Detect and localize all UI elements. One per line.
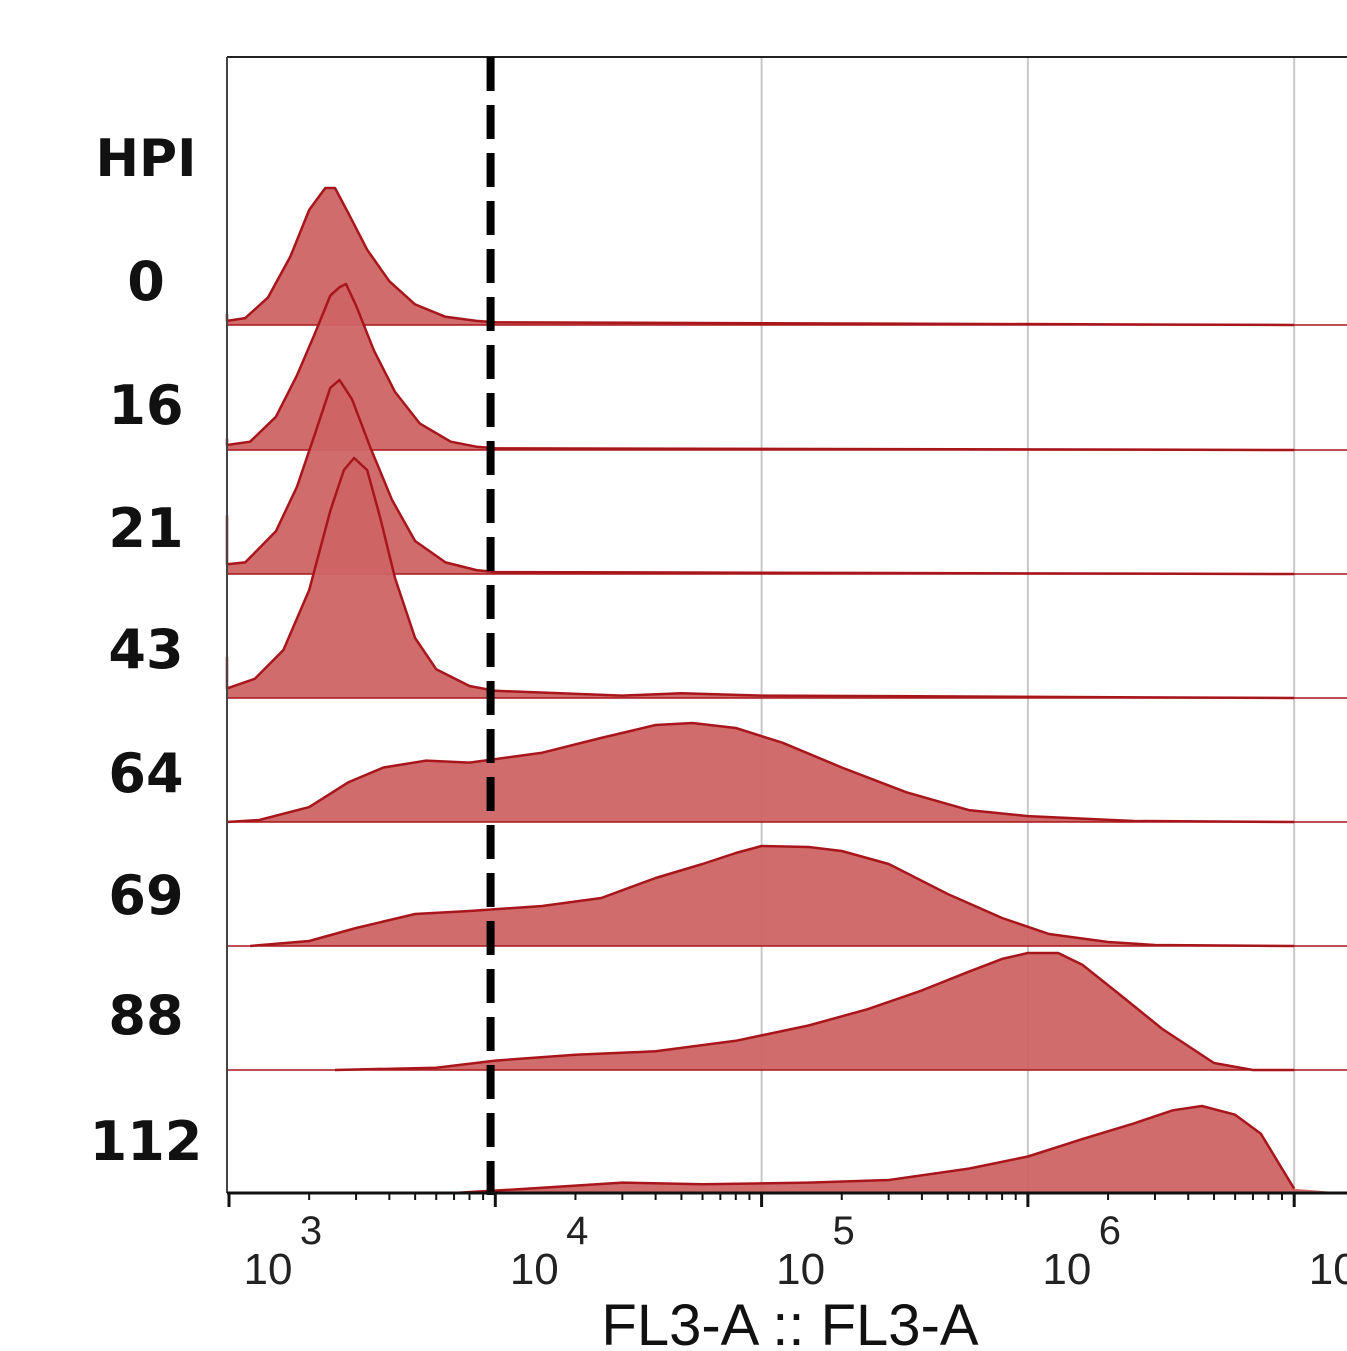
series-88-outline xyxy=(334,951,1295,1072)
x-tick-label-exp-4: 4 xyxy=(566,1209,588,1253)
series-43-area xyxy=(227,458,1347,698)
row-axis-label: HPI xyxy=(96,129,197,189)
x-tick-label-exp-6: 6 xyxy=(1099,1209,1121,1253)
series-0-outline xyxy=(225,186,1295,327)
row-label-21: 21 xyxy=(108,497,183,560)
series-64-outline xyxy=(226,721,1295,824)
series-43-outline xyxy=(225,456,1295,700)
series-112-outline xyxy=(453,1104,1296,1195)
x-tick-label-base-7: 10 xyxy=(1309,1245,1347,1294)
row-label-16: 16 xyxy=(108,374,183,437)
x-tick-label-base-6: 10 xyxy=(1042,1245,1091,1294)
series-88-area xyxy=(335,953,1347,1070)
series-21-outline xyxy=(225,378,1295,576)
row-labels: HPI 0 16 21 43 64 69 88 112 xyxy=(90,129,203,1173)
x-tick-label-exp-5: 5 xyxy=(832,1209,854,1253)
x-tick-label-base-5: 10 xyxy=(776,1245,825,1294)
x-tick-label-exp-3: 3 xyxy=(300,1209,322,1253)
row-label-64: 64 xyxy=(108,742,183,805)
series-112-area xyxy=(454,1106,1347,1193)
plot-frame xyxy=(226,56,1347,1193)
series-0-area xyxy=(227,188,1347,325)
row-label-0: 0 xyxy=(127,250,165,313)
series-64-area xyxy=(227,723,1347,822)
x-axis: 103104105106107 xyxy=(227,1191,1347,1294)
x-tick-label-base-3: 10 xyxy=(244,1245,293,1294)
row-label-88: 88 xyxy=(108,984,183,1047)
series-69-outline xyxy=(249,844,1295,948)
series-16-outline xyxy=(225,282,1295,452)
row-label-43: 43 xyxy=(108,618,183,681)
row-label-69: 69 xyxy=(108,864,183,927)
series-69-area xyxy=(250,846,1347,946)
series-stack xyxy=(225,186,1347,1195)
x-axis-title: FL3-A :: FL3-A xyxy=(601,1293,978,1351)
row-label-112: 112 xyxy=(90,1110,203,1173)
x-tick-label-base-4: 10 xyxy=(510,1245,559,1294)
